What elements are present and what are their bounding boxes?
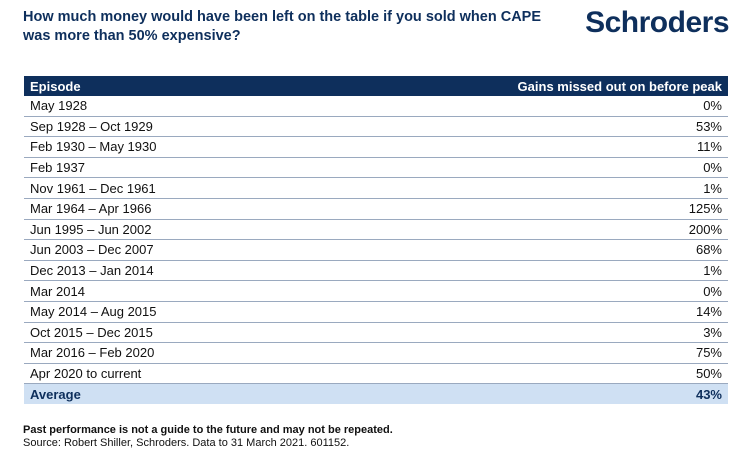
disclaimer-text: Past performance is not a guide to the f…	[23, 424, 393, 436]
column-header-gains: Gains missed out on before peak	[298, 76, 728, 96]
episode-cell: Sep 1928 – Oct 1929	[24, 116, 299, 138]
episode-cell: May 2014 – Aug 2015	[24, 301, 299, 323]
gains-cell: 1%	[298, 177, 728, 199]
episode-cell: Feb 1937	[24, 157, 299, 179]
gains-cell: 14%	[298, 301, 728, 323]
table-row: Feb 1930 – May 1930 11%	[24, 136, 728, 158]
episode-cell: Jun 1995 – Jun 2002	[24, 219, 299, 241]
table-row: Dec 2013 – Jan 2014 1%	[24, 260, 728, 282]
average-value: 43%	[298, 383, 728, 404]
gains-cell: 200%	[298, 219, 728, 241]
gains-cell: 11%	[298, 136, 728, 158]
source-text: Source: Robert Shiller, Schroders. Data …	[23, 437, 350, 449]
table-row: Oct 2015 – Dec 2015 3%	[24, 322, 728, 344]
gains-cell: 125%	[298, 198, 728, 220]
episode-cell: Nov 1961 – Dec 1961	[24, 177, 299, 199]
table-row: May 1928 0%	[24, 96, 728, 117]
footer: Past performance is not a guide to the f…	[23, 424, 393, 450]
table-row: Feb 1937 0%	[24, 157, 728, 179]
episode-cell: Apr 2020 to current	[24, 363, 299, 385]
episode-cell: Mar 1964 – Apr 1966	[24, 198, 299, 220]
average-label: Average	[24, 383, 299, 404]
table-row: Mar 2014 0%	[24, 280, 728, 302]
page-title: How much money would have been left on t…	[23, 9, 542, 44]
episode-cell: Oct 2015 – Dec 2015	[24, 322, 299, 344]
table-row: Jun 2003 – Dec 2007 68%	[24, 239, 728, 261]
episode-cell: Jun 2003 – Dec 2007	[24, 239, 299, 261]
table-row: Jun 1995 – Jun 2002 200%	[24, 219, 728, 241]
gains-cell: 0%	[298, 157, 728, 179]
average-row: Average 43%	[24, 383, 728, 404]
gains-cell: 1%	[298, 260, 728, 282]
table-row: May 2014 – Aug 2015 14%	[24, 301, 728, 323]
episode-cell: Mar 2014	[24, 280, 299, 302]
gains-cell: 0%	[298, 280, 728, 302]
table-header-row: Episode Gains missed out on before peak	[24, 76, 728, 96]
episode-cell: Mar 2016 – Feb 2020	[24, 342, 299, 364]
episode-cell: Feb 1930 – May 1930	[24, 136, 299, 158]
table-row: Sep 1928 – Oct 1929 53%	[24, 116, 728, 138]
gains-cell: 68%	[298, 239, 728, 261]
schroders-logo: Schroders	[585, 6, 729, 39]
table-row: Apr 2020 to current 50%	[24, 363, 728, 385]
table-row: Mar 2016 – Feb 2020 75%	[24, 342, 728, 364]
table-row: Mar 1964 – Apr 1966 125%	[24, 198, 728, 220]
episode-cell: May 1928	[24, 96, 299, 117]
gains-cell: 0%	[298, 96, 728, 117]
gains-cell: 3%	[298, 322, 728, 344]
episodes-table: Episode Gains missed out on before peak …	[24, 76, 728, 404]
gains-cell: 50%	[298, 363, 728, 385]
gains-cell: 75%	[298, 342, 728, 364]
column-header-episode: Episode	[24, 76, 299, 96]
gains-cell: 53%	[298, 116, 728, 138]
episode-cell: Dec 2013 – Jan 2014	[24, 260, 299, 282]
table-row: Nov 1961 – Dec 1961 1%	[24, 177, 728, 199]
